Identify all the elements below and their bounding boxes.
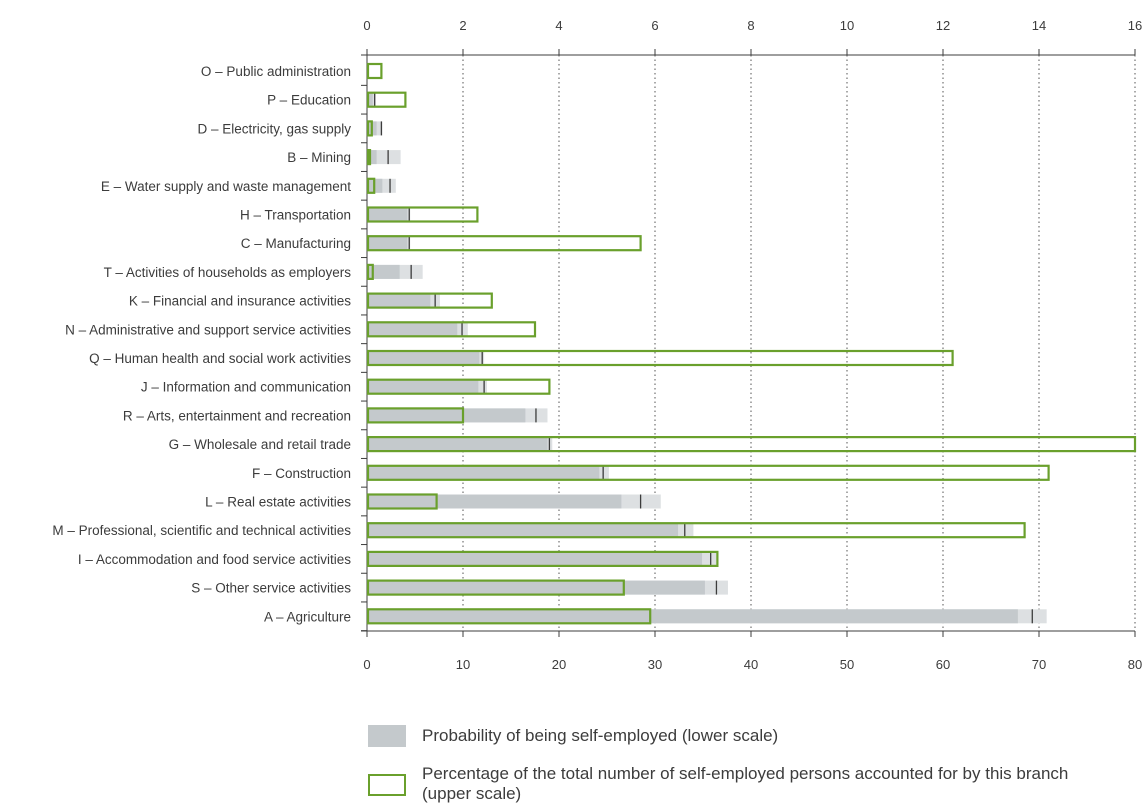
category-label: A – Agriculture (264, 609, 351, 624)
share-bar (366, 378, 551, 395)
category-label: G – Wholesale and retail trade (169, 437, 351, 452)
lower-tick-label: 50 (840, 657, 854, 672)
probability-bar (367, 609, 1018, 624)
legend-label-share: Percentage of the total number of self-e… (422, 764, 1069, 803)
probability-bar (367, 293, 431, 308)
probability-bar (367, 236, 408, 251)
upper-tick-label: 6 (651, 18, 658, 33)
share-bar (366, 120, 373, 137)
share-bar (366, 579, 625, 596)
share-bar (366, 407, 465, 424)
bar-chart: 0 2 4 6 8 10 12 14 16 0 10 20 30 40 50 60 70 80 O – Public… (52, 18, 1142, 672)
legend-swatch-share (368, 774, 406, 796)
category-label: I – Accommodation and food service activ… (78, 552, 351, 567)
probability-bar (367, 379, 479, 394)
upper-tick-label: 12 (936, 18, 950, 33)
share-bar (366, 235, 642, 252)
probability-bar (367, 207, 408, 222)
probability-bar (367, 150, 377, 165)
share-bar (366, 62, 383, 80)
probability-bar (367, 322, 458, 337)
share-bar (366, 349, 954, 367)
upper-tick-label: 0 (363, 18, 370, 33)
lower-tick-label: 20 (552, 657, 566, 672)
legend-item-probability: Probability of being self-employed (lowe… (368, 725, 1122, 747)
lower-tick-label: 10 (456, 657, 470, 672)
upper-tick-label: 14 (1032, 18, 1046, 33)
category-label: C – Manufacturing (241, 236, 351, 251)
probability-bar (367, 351, 480, 365)
legend-item-share: Percentage of the total number of self-e… (368, 764, 1122, 804)
category-label: D – Electricity, gas supply (197, 121, 351, 136)
upper-tick-label: 16 (1128, 18, 1142, 33)
probability-bar (367, 551, 703, 566)
category-label: H – Transportation (240, 208, 351, 223)
share-bar (366, 91, 407, 108)
category-label: B – Mining (287, 150, 351, 165)
category-label: P – Education (267, 93, 351, 108)
category-label: J – Information and communication (141, 380, 351, 395)
probability-bar (367, 523, 679, 538)
share-bar (366, 149, 372, 166)
share-bar (366, 550, 719, 568)
category-label: Q – Human health and social work activit… (89, 351, 351, 366)
share-bar (366, 321, 537, 338)
share-bar (366, 206, 479, 223)
upper-tick-label: 8 (747, 18, 754, 33)
probability-bar (367, 437, 548, 452)
category-label: O – Public administration (201, 64, 351, 79)
category-label: K – Financial and insurance activities (129, 294, 351, 309)
lower-tick-label: 30 (648, 657, 662, 672)
share-bar (366, 464, 1050, 481)
category-label: L – Real estate activities (205, 495, 351, 510)
upper-tick-label: 10 (840, 18, 854, 33)
category-label: F – Construction (252, 466, 351, 481)
share-bar (366, 436, 1137, 453)
upper-tick-label: 2 (459, 18, 466, 33)
category-label: E – Water supply and waste management (101, 179, 351, 194)
lower-tick-label: 0 (363, 657, 370, 672)
category-label: T – Activities of households as employer… (104, 265, 352, 280)
probability-bar (367, 408, 526, 423)
share-bar (366, 608, 652, 625)
lower-tick-label: 40 (744, 657, 758, 672)
category-label: S – Other service activities (191, 581, 351, 596)
share-bar (366, 522, 1026, 539)
upper-tick-label: 4 (555, 18, 562, 33)
category-label: N – Administrative and support service a… (65, 322, 351, 337)
probability-bar (367, 92, 373, 107)
lower-tick-label: 60 (936, 657, 950, 672)
probability-bar (367, 494, 622, 509)
probability-bar (367, 264, 400, 279)
legend-swatch-probability (368, 725, 406, 747)
share-bar (366, 263, 374, 280)
legend-label-probability: Probability of being self-employed (lowe… (422, 726, 779, 745)
category-label: M – Professional, scientific and technic… (52, 523, 351, 538)
probability-bar (367, 580, 705, 595)
share-bar (366, 177, 376, 194)
lower-tick-label: 80 (1128, 657, 1142, 672)
lower-tick-label: 70 (1032, 657, 1046, 672)
category-label: R – Arts, entertainment and recreation (123, 408, 351, 423)
share-bar (366, 292, 493, 309)
probability-bar (367, 465, 600, 480)
share-bar (366, 493, 438, 510)
